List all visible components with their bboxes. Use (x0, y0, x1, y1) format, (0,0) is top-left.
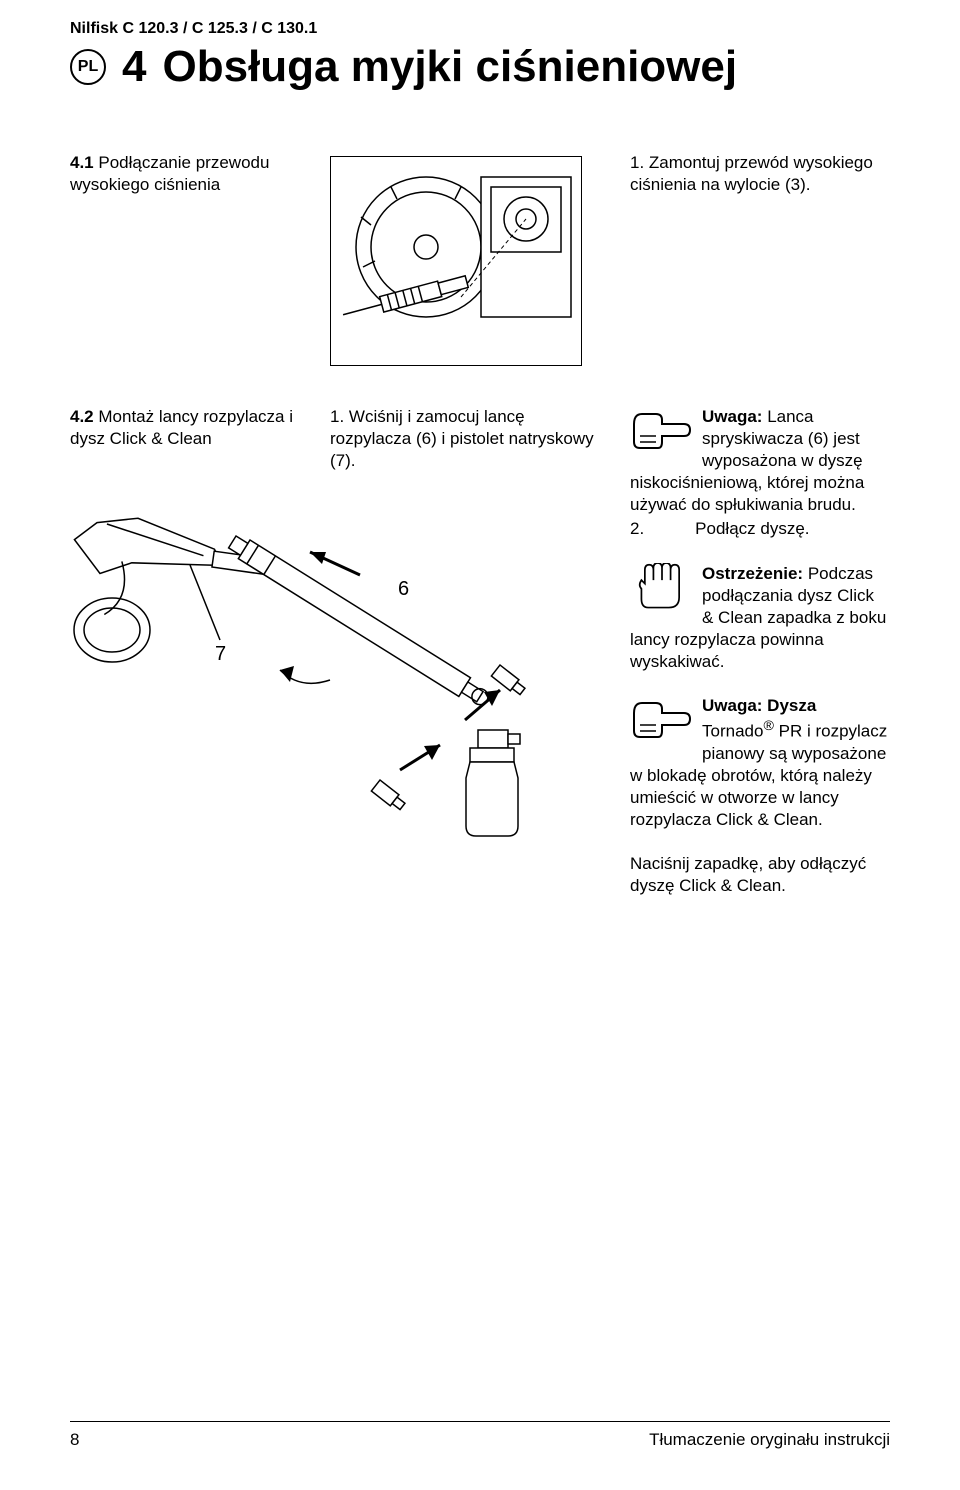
section-41-label: 4.1 Podłączanie przewodu wysokiego ciśni… (70, 152, 330, 366)
section-42-right: Uwaga: Lanca spryskiwacza (6) jest wypos… (610, 406, 890, 919)
section-41-number: 4.1 (70, 153, 94, 172)
footer-right: Tłumaczenie oryginału instrukcji (649, 1430, 890, 1450)
section-42-number: 4.2 (70, 407, 94, 426)
section-42: 4.2 Montaż lancy rozpylacza i dysz Click… (70, 406, 890, 919)
hose-connect-illustration-icon (331, 157, 581, 365)
chapter-title: Obsługa myjki ciśnieniowej (162, 42, 737, 92)
note1-step2: 2. Podłącz dyszę. (630, 518, 890, 540)
warn-bold: Ostrzeżenie: (702, 564, 803, 583)
callout-7-text: 7 (215, 643, 226, 665)
chapter-header: PL 4 Obsługa myjki ciśnieniowej (70, 42, 890, 92)
note-2: Uwaga: Dysza Tornado® PR i rozpylacz pia… (630, 695, 890, 831)
section-42-label: 4.2 Montaż lancy rozpylacza i dysz Click… (70, 406, 330, 919)
section-42-title: Montaż lancy rozpylacza i dysz Click & C… (70, 407, 293, 448)
note2-reg: ® (763, 718, 773, 734)
section-42-instruction: 1. Wciśnij i zamocuj lancę rozpylacza (6… (330, 406, 610, 472)
press-latch: Naciśnij zapadkę, aby odłączyć dyszę Cli… (630, 853, 890, 897)
chapter-number: 4 (122, 42, 146, 92)
diagram-hose-connect (330, 156, 582, 366)
section-41: 4.1 Podłączanie przewodu wysokiego ciśni… (70, 152, 890, 366)
section-41-title: Podłączanie przewodu wysokiego ciśnienia (70, 153, 269, 194)
lang-badge: PL (70, 49, 106, 85)
lance-assembly-illustration-icon: 7 6 (70, 470, 610, 850)
header-model: Nilfisk C 120.3 / C 125.3 / C 130.1 (70, 20, 890, 38)
note2-line2: Tornado (702, 722, 763, 741)
warning-block: Ostrzeżenie: Podczas podłączania dysz Cl… (630, 563, 890, 673)
section-41-right: 1. Zamontuj przewód wysokiego ciśnienia … (610, 152, 890, 366)
pointing-hand-icon (630, 695, 694, 743)
page-number: 8 (70, 1430, 79, 1450)
note1-bold: Uwaga: (702, 407, 762, 426)
note2-bold: Uwaga: Dysza (702, 696, 816, 715)
callout-6-text: 6 (398, 578, 409, 600)
diagram-lance-assembly: 7 6 (70, 470, 610, 850)
pointing-hand-icon (630, 406, 694, 454)
open-hand-icon (630, 563, 694, 611)
page-footer: 8 Tłumaczenie oryginału instrukcji (70, 1421, 890, 1450)
section-41-instruction: 1. Zamontuj przewód wysokiego ciśnienia … (630, 152, 890, 196)
arrow-4 (400, 745, 440, 770)
arrow-1 (310, 552, 360, 575)
note-1: Uwaga: Lanca spryskiwacza (6) jest wypos… (630, 406, 890, 541)
arrow-2 (280, 666, 330, 683)
section-41-middle (330, 152, 610, 366)
